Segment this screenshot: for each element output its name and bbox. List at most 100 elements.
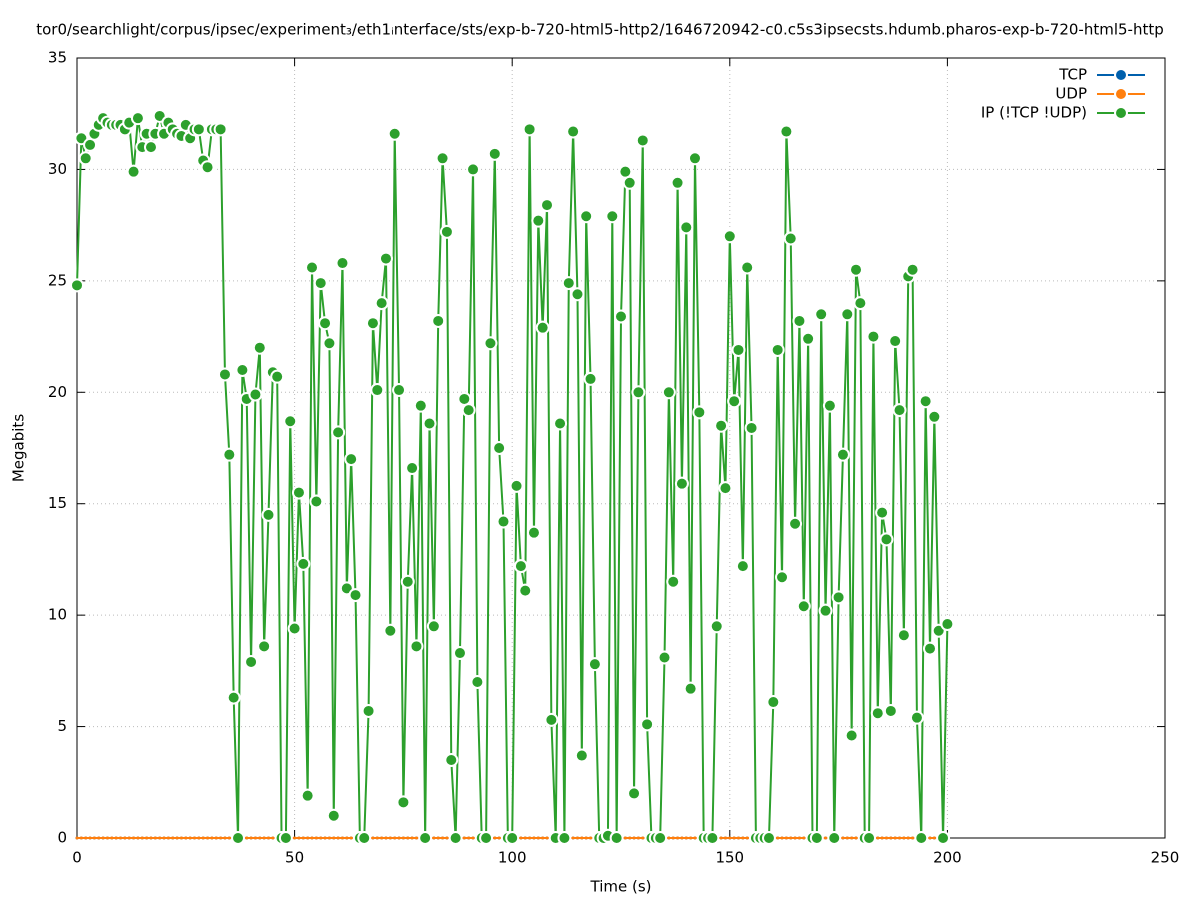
data-point xyxy=(902,836,906,840)
data-point xyxy=(197,836,201,840)
data-point xyxy=(414,836,418,840)
data-point xyxy=(184,836,188,840)
data-point xyxy=(496,514,511,529)
data-point xyxy=(879,532,894,547)
data-point xyxy=(191,122,206,137)
data-point xyxy=(127,836,131,840)
data-point xyxy=(666,574,681,589)
data-point xyxy=(231,831,246,845)
data-point xyxy=(97,836,101,840)
data-point xyxy=(327,836,331,840)
data-point xyxy=(784,836,788,840)
data-point xyxy=(479,831,494,845)
data-point xyxy=(441,836,445,840)
data-point xyxy=(300,788,315,803)
data-point xyxy=(410,836,414,840)
y-tick-label: 0 xyxy=(57,829,67,847)
data-point xyxy=(687,151,702,166)
data-point xyxy=(609,831,624,845)
data-point xyxy=(709,619,724,634)
data-point xyxy=(809,831,824,845)
data-point xyxy=(200,160,215,175)
data-point xyxy=(132,836,136,840)
x-tick-label: 0 xyxy=(72,849,82,867)
data-point xyxy=(545,836,549,840)
data-point xyxy=(898,836,902,840)
data-point xyxy=(584,836,588,840)
data-point xyxy=(627,786,642,801)
data-point xyxy=(405,461,420,476)
data-point xyxy=(822,398,837,413)
data-point xyxy=(171,836,175,840)
data-point xyxy=(223,836,227,840)
data-point xyxy=(718,481,733,496)
data-point xyxy=(422,416,437,431)
data-point xyxy=(737,836,741,840)
data-point xyxy=(509,478,524,493)
data-point xyxy=(845,836,849,840)
data-point xyxy=(761,831,776,845)
data-point xyxy=(293,836,297,840)
data-point xyxy=(418,831,433,845)
data-point xyxy=(680,836,684,840)
data-point xyxy=(574,748,589,763)
data-point xyxy=(101,836,105,840)
data-point xyxy=(322,336,337,351)
data-point xyxy=(513,559,528,574)
data-point xyxy=(136,836,140,840)
data-point xyxy=(788,516,803,531)
data-point xyxy=(149,836,153,840)
data-point xyxy=(319,836,323,840)
data-point xyxy=(793,836,797,840)
data-point xyxy=(641,836,645,840)
data-point xyxy=(728,836,732,840)
data-point xyxy=(79,836,83,840)
data-point xyxy=(792,313,807,328)
data-point xyxy=(262,836,266,840)
data-point xyxy=(862,831,877,845)
data-point xyxy=(374,296,389,311)
data-point xyxy=(493,836,497,840)
data-point xyxy=(580,836,584,840)
data-point xyxy=(487,146,502,161)
data-point xyxy=(258,836,262,840)
data-point xyxy=(336,836,340,840)
data-point xyxy=(70,278,84,293)
data-point xyxy=(110,836,114,840)
data-point xyxy=(892,403,907,418)
data-point xyxy=(318,316,333,331)
data-point xyxy=(723,836,727,840)
data-point xyxy=(835,447,850,462)
x-tick-label: 250 xyxy=(1151,849,1180,867)
data-point xyxy=(876,836,880,840)
data-point xyxy=(676,836,680,840)
data-point xyxy=(188,836,192,840)
data-point xyxy=(770,342,785,357)
data-point xyxy=(605,209,620,224)
data-point xyxy=(78,151,93,166)
data-point xyxy=(689,836,693,840)
data-point xyxy=(693,836,697,840)
data-point xyxy=(671,836,675,840)
data-point xyxy=(727,394,742,409)
data-point xyxy=(378,251,393,266)
data-point xyxy=(844,728,859,743)
data-point xyxy=(667,836,671,840)
data-point xyxy=(179,836,183,840)
data-point xyxy=(226,690,241,705)
data-point xyxy=(888,334,903,349)
data-point xyxy=(579,209,594,224)
data-point xyxy=(335,256,350,271)
data-point xyxy=(840,307,855,322)
data-point xyxy=(893,836,897,840)
data-point xyxy=(345,836,349,840)
data-point xyxy=(766,695,781,710)
y-axis-label: Megabits xyxy=(10,414,28,482)
data-point xyxy=(932,836,936,840)
legend-marker xyxy=(1114,68,1128,82)
data-point xyxy=(779,124,794,139)
data-point xyxy=(519,836,523,840)
data-point xyxy=(789,836,793,840)
data-point xyxy=(532,836,536,840)
data-point xyxy=(384,836,388,840)
